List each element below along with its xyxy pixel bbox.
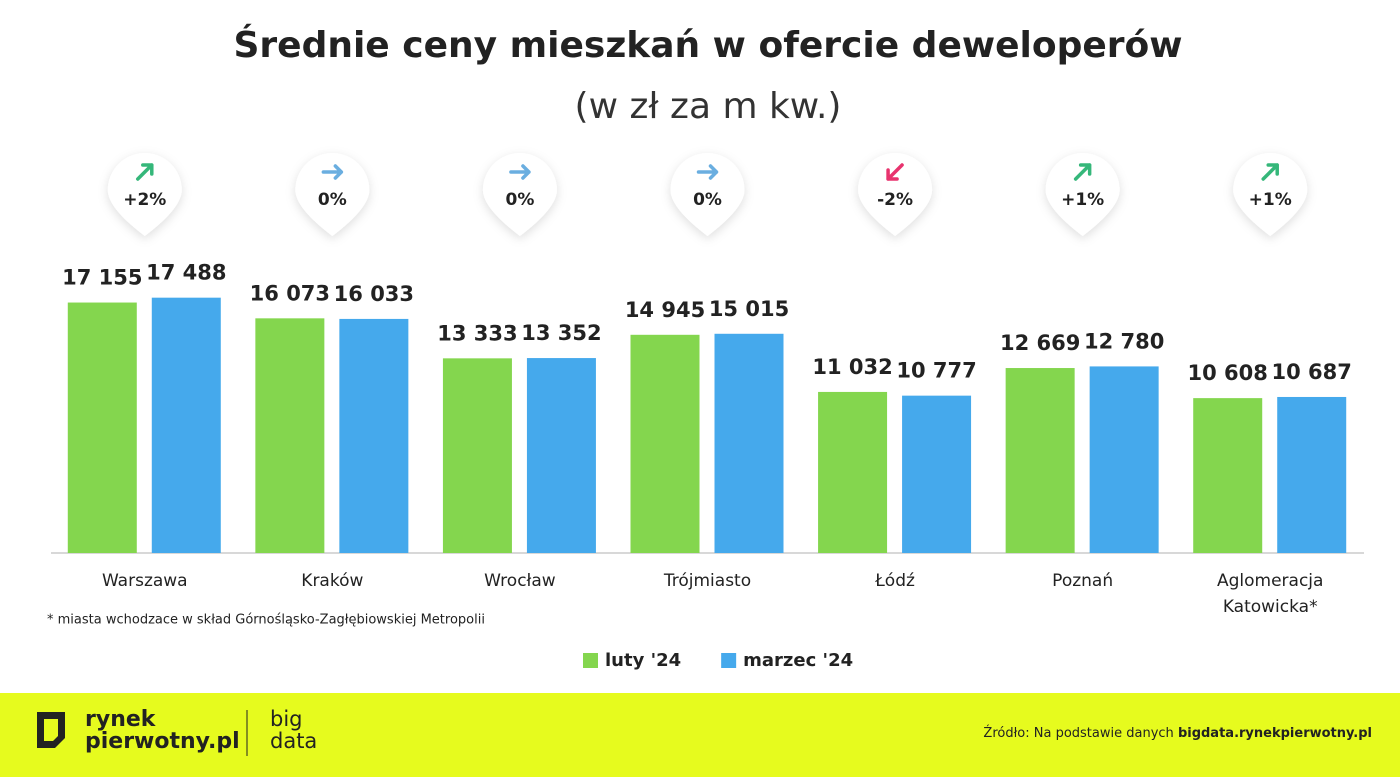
brand-data: data <box>270 729 317 753</box>
change-badge <box>482 152 557 236</box>
value-label: 15 015 <box>709 297 789 321</box>
change-arrow <box>1261 163 1279 181</box>
change-badge <box>107 153 182 236</box>
value-label: 10 687 <box>1272 360 1352 384</box>
value-label: 12 669 <box>1000 331 1080 355</box>
x-tick-label: Wrocław <box>484 571 556 591</box>
change-badge <box>1233 153 1308 236</box>
value-label: 13 333 <box>437 321 517 345</box>
bar <box>67 302 137 553</box>
bar <box>630 334 700 553</box>
change-badge <box>670 153 745 236</box>
bar <box>1005 368 1075 553</box>
source: Źródło: Na podstawie danych bigdata.ryne… <box>983 725 1372 741</box>
value-label: 11 032 <box>812 355 892 379</box>
x-tick-label-line: Aglomeracja <box>1217 571 1323 591</box>
legend-swatch <box>583 653 598 668</box>
x-tick-label: Aglomeracja Katowicka* <box>1217 571 1323 617</box>
brand-line2: pierwotny.pl <box>85 729 240 754</box>
brand-line1: rynek <box>85 707 157 732</box>
bar <box>1193 398 1263 553</box>
bar <box>526 358 596 553</box>
change-arrow <box>1073 163 1092 181</box>
value-label: 16 073 <box>250 281 330 305</box>
change-label: 0% <box>318 190 347 210</box>
bar <box>818 391 888 553</box>
legend-swatch <box>721 653 737 668</box>
bar <box>255 318 325 553</box>
brand-big: big <box>270 707 303 731</box>
value-label: 17 488 <box>146 261 226 285</box>
bar <box>714 333 784 553</box>
change-arrow <box>696 164 719 180</box>
change-label: 0% <box>693 190 722 210</box>
value-label: 16 033 <box>334 282 414 306</box>
bar <box>1089 366 1159 553</box>
x-tick-label: Łódź <box>874 571 915 591</box>
logo-icon <box>37 712 65 748</box>
bar <box>902 395 972 553</box>
source-text: Źródło: Na podstawie danych <box>983 725 1173 741</box>
change-arrow <box>886 163 904 181</box>
chart-subtitle: (w zł za m kw.) <box>575 86 842 127</box>
x-tick-label: Trójmiasto <box>663 571 751 591</box>
value-label: 12 780 <box>1084 329 1164 353</box>
bar <box>442 358 512 553</box>
change-label: +1% <box>1061 190 1104 210</box>
value-label: 10 608 <box>1188 361 1268 385</box>
change-label: -2% <box>877 190 913 210</box>
footnote: * miasta wchodzace w skład Górnośląsko-Z… <box>47 613 485 628</box>
footer <box>0 693 1400 777</box>
value-label: 10 777 <box>896 359 976 383</box>
legend-label: marzec '24 <box>743 650 853 671</box>
bar <box>151 297 221 553</box>
change-label: 0% <box>505 190 534 210</box>
change-label: +2% <box>123 190 166 210</box>
change-badge <box>295 153 370 236</box>
source-link: bigdata.rynekpierwotny.pl <box>1178 726 1372 741</box>
bar <box>1277 396 1347 553</box>
x-tick-label: Warszawa <box>102 571 188 591</box>
value-label: 14 945 <box>625 298 705 322</box>
value-label: 17 155 <box>62 266 142 290</box>
change-badge <box>1045 153 1120 236</box>
change-arrow <box>321 164 344 180</box>
change-badge <box>858 153 933 236</box>
chart-title: Średnie ceny mieszkań w ofercie dewelope… <box>233 24 1182 66</box>
value-label: 13 352 <box>521 321 601 345</box>
x-tick-label-line: Katowicka* <box>1223 597 1318 617</box>
legend-label: luty '24 <box>605 650 681 671</box>
change-arrow <box>136 163 154 181</box>
change-label: +1% <box>1249 190 1292 210</box>
x-tick-label: Kraków <box>301 571 363 591</box>
change-arrow <box>509 164 531 180</box>
x-tick-label: Poznań <box>1052 571 1113 591</box>
bar <box>339 318 409 553</box>
